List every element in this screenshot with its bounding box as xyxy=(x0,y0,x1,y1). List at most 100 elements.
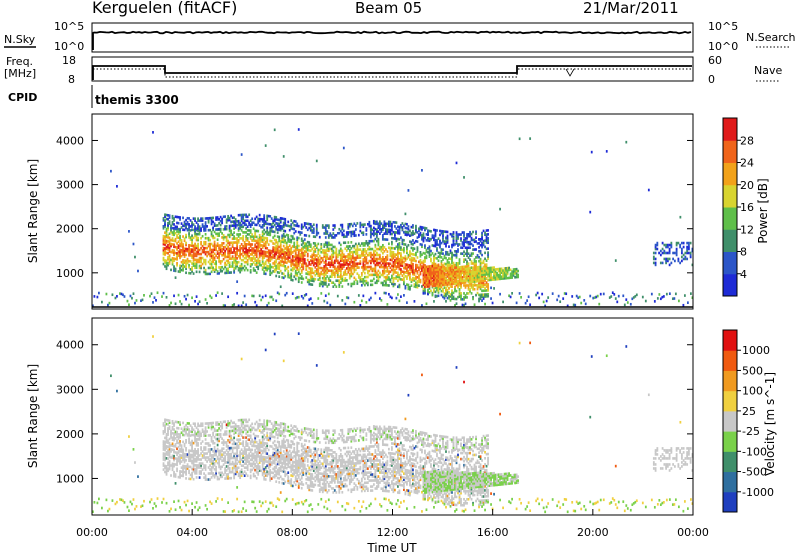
power-echo xyxy=(363,267,366,271)
power-echo xyxy=(490,278,492,282)
power-echo xyxy=(463,292,465,295)
power-echo xyxy=(467,242,470,246)
power-echo xyxy=(311,279,314,283)
power-echo xyxy=(269,263,272,267)
velocity-echo xyxy=(197,444,199,447)
power-echo xyxy=(482,295,485,298)
power-echo xyxy=(449,276,452,280)
power-echo xyxy=(152,301,154,304)
power-echo xyxy=(557,294,560,298)
power-echo xyxy=(254,229,257,233)
power-echo xyxy=(419,278,422,282)
power-echo xyxy=(233,249,236,252)
power-echo xyxy=(216,228,219,231)
power-echo xyxy=(260,225,263,229)
power-echo xyxy=(188,253,190,257)
power-echo xyxy=(258,249,261,253)
power-echo xyxy=(359,248,362,251)
power-echo xyxy=(686,247,689,251)
power-echo xyxy=(239,268,242,272)
power-echo xyxy=(285,245,288,249)
power-echo xyxy=(371,228,374,232)
velocity-echo xyxy=(201,462,204,465)
power-echo xyxy=(312,245,315,249)
power-echo xyxy=(323,273,326,276)
power-echo xyxy=(332,253,335,257)
power-echo xyxy=(315,231,318,235)
power-echo xyxy=(436,229,438,232)
power-echo xyxy=(371,247,374,251)
power-echo xyxy=(288,252,291,255)
power-echo xyxy=(255,239,258,243)
power-echo xyxy=(339,281,342,284)
power-echo xyxy=(389,278,392,281)
power-echo xyxy=(210,262,213,266)
power-echo xyxy=(236,249,239,252)
power-echo xyxy=(451,297,453,300)
power-echo xyxy=(210,264,213,268)
power-echo xyxy=(398,238,401,241)
velocity-echo xyxy=(135,505,138,508)
power-echo xyxy=(179,270,181,274)
power-echo xyxy=(449,249,452,253)
power-echo xyxy=(189,248,192,251)
power-echo xyxy=(305,246,308,250)
power-echo xyxy=(236,237,239,240)
power-echo xyxy=(415,281,417,285)
power-echo xyxy=(494,270,497,273)
power-echo xyxy=(506,272,509,276)
power-echo xyxy=(470,252,473,255)
power-echo xyxy=(404,275,407,278)
power-echo xyxy=(212,234,214,238)
power-echo xyxy=(162,238,165,242)
power-echo xyxy=(224,271,227,275)
power-echo xyxy=(116,294,118,298)
power-echo xyxy=(188,244,190,247)
power-echo xyxy=(177,221,180,225)
power-echo xyxy=(448,269,450,272)
power-echo xyxy=(419,252,422,256)
power-echo xyxy=(509,268,512,272)
power-echo xyxy=(551,292,554,295)
power-echo xyxy=(218,266,221,269)
power-echo xyxy=(213,246,216,250)
power-echo xyxy=(363,223,366,226)
power-echo xyxy=(263,252,266,256)
power-echo xyxy=(315,227,318,231)
power-echo xyxy=(422,234,425,237)
velocity-echo xyxy=(200,442,202,445)
velocity-echo xyxy=(188,457,190,461)
power-echo xyxy=(164,243,166,246)
power-echo xyxy=(488,270,491,274)
power-echo xyxy=(236,241,239,244)
velocity-echo xyxy=(168,449,171,453)
velocity-echo xyxy=(165,418,168,422)
power-echo xyxy=(470,280,473,284)
velocity-echo xyxy=(116,389,118,393)
velocity-echo xyxy=(197,438,199,441)
power-echo xyxy=(392,247,395,250)
power-echo xyxy=(475,248,477,251)
power-echo xyxy=(461,243,464,246)
power-echo xyxy=(231,257,234,260)
power-echo xyxy=(249,237,252,240)
nsearch-tick-bottom: 10^0 xyxy=(708,40,738,53)
power-echo xyxy=(266,304,269,307)
power-echo xyxy=(171,260,174,264)
power-echo xyxy=(387,242,390,246)
power-echo xyxy=(236,262,239,266)
power-echo xyxy=(470,278,473,282)
power-echo xyxy=(186,216,189,220)
power-echo xyxy=(201,217,204,220)
power-echo xyxy=(433,284,435,288)
power-echo xyxy=(428,271,431,274)
power-echo xyxy=(300,237,303,241)
velocity-echo xyxy=(183,444,186,448)
power-echo xyxy=(656,247,659,251)
power-echo xyxy=(410,266,413,270)
power-echo xyxy=(339,273,342,276)
power-echo xyxy=(390,296,393,300)
power-echo xyxy=(189,250,192,253)
velocity-echo xyxy=(203,430,205,433)
power-echo xyxy=(431,236,434,239)
